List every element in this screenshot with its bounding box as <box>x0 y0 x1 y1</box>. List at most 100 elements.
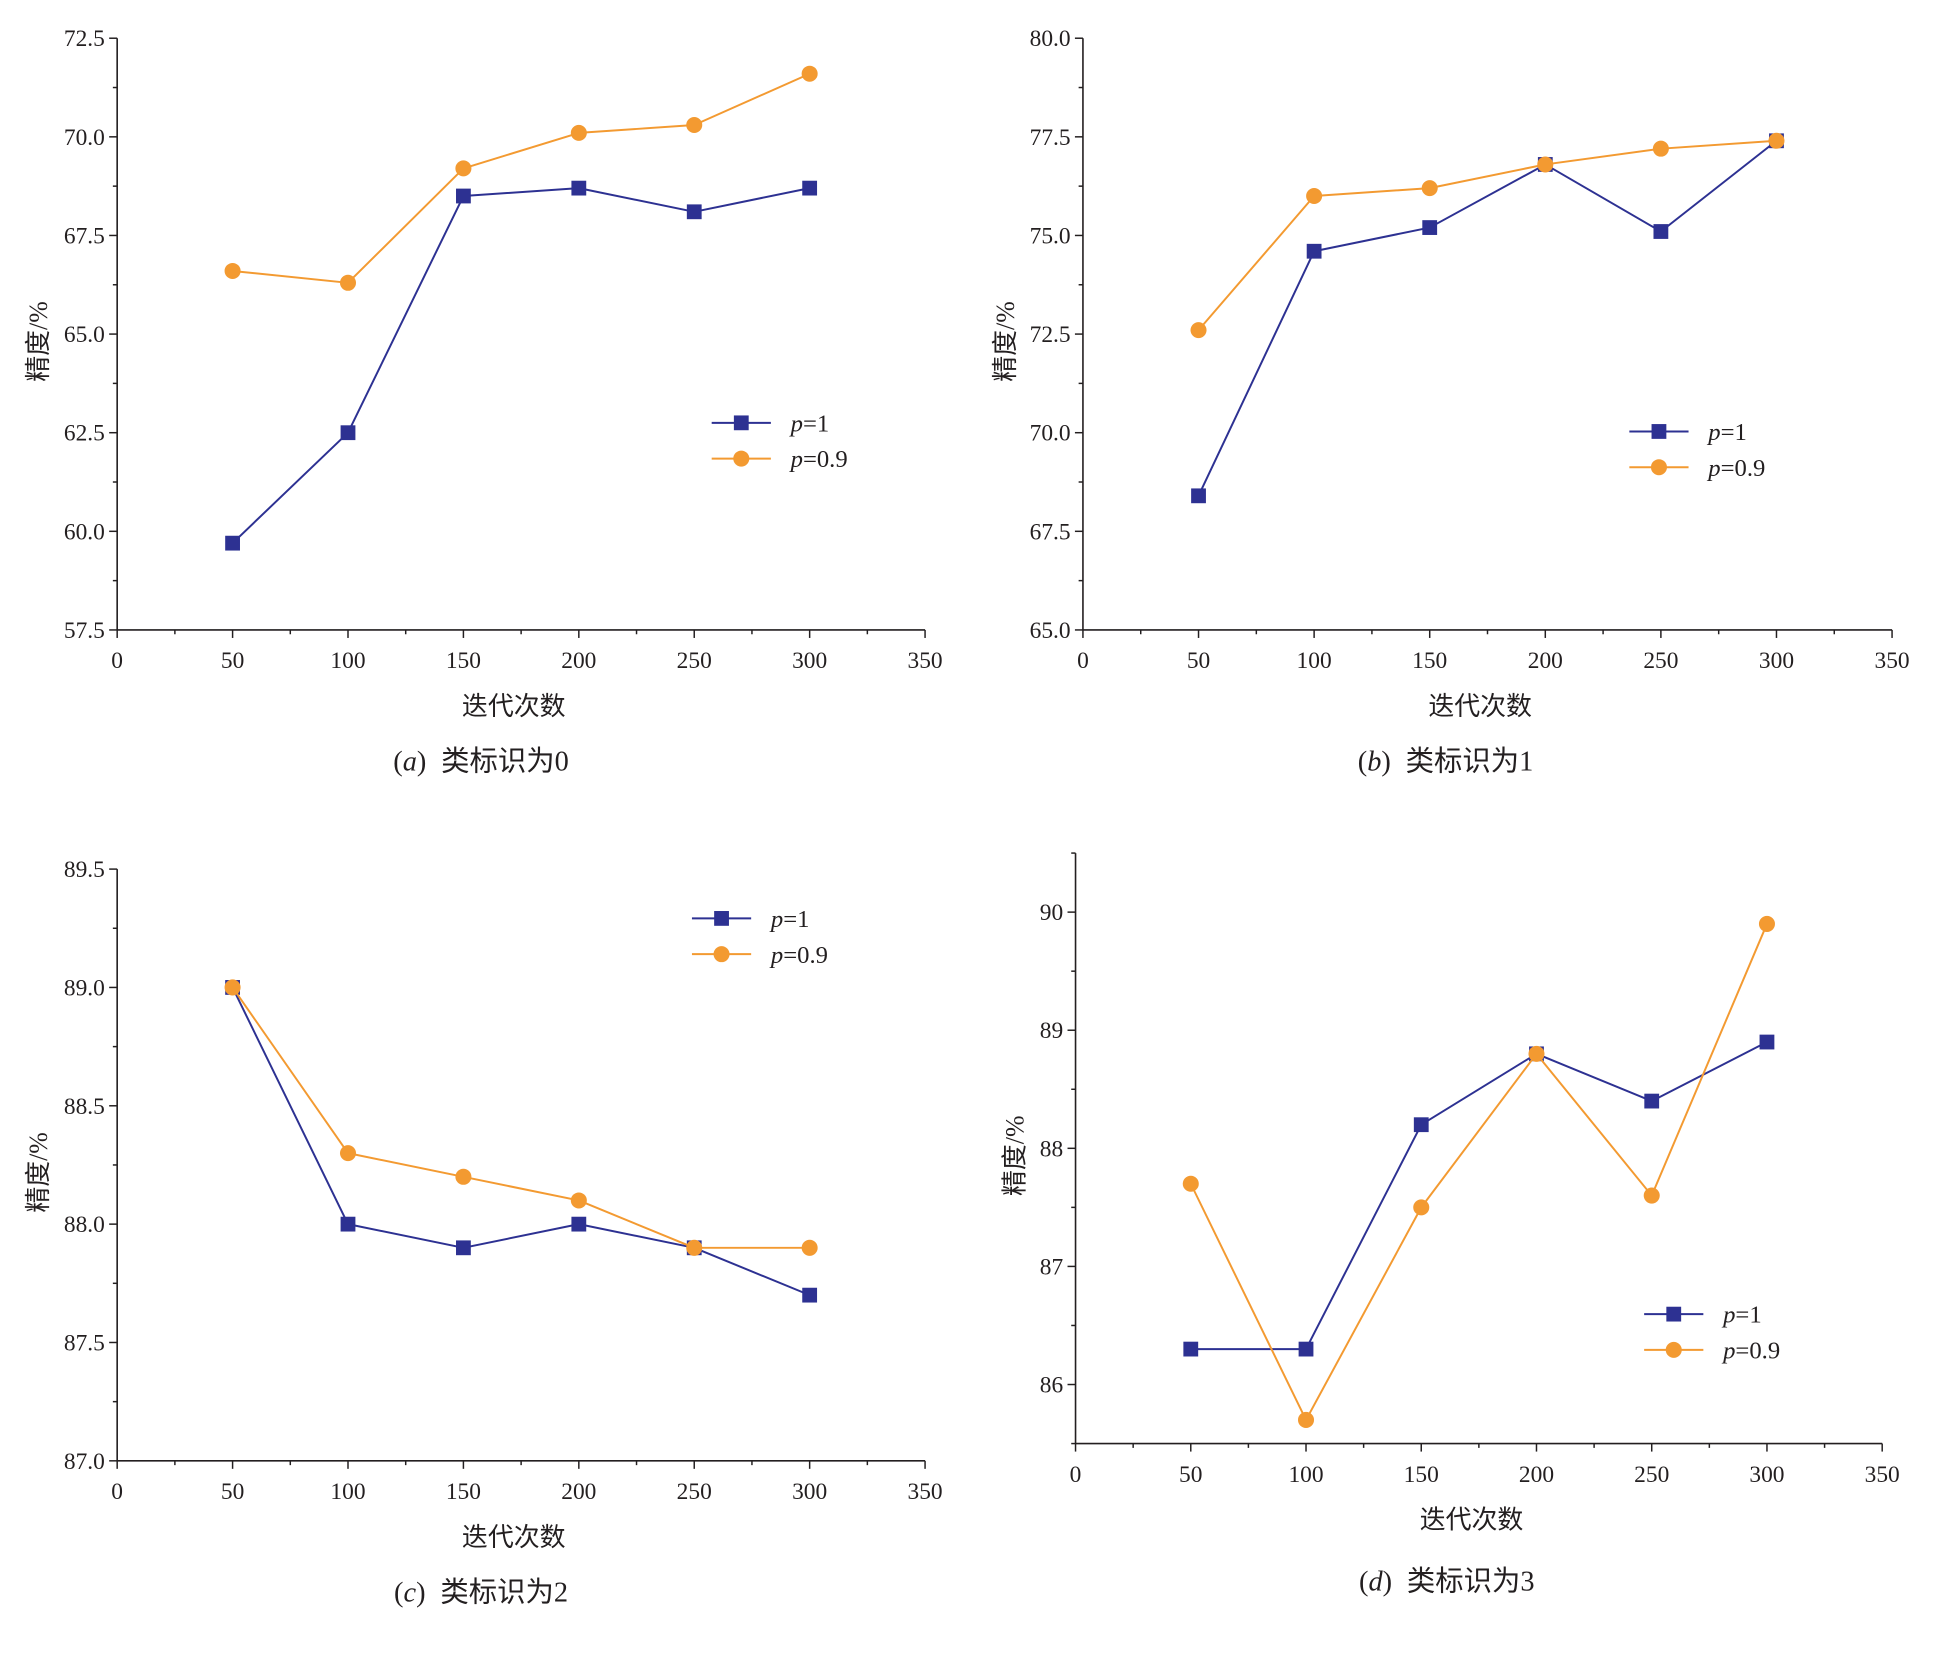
legend-value: =0.9 <box>1721 455 1766 482</box>
data-point-marker <box>1298 1341 1314 1357</box>
y-axis-label: 精度/% <box>1001 1115 1030 1195</box>
chart-panel-a: 57.5 60.0 62.5 65.0 67.5 70.0 72.5 0 50 100 150 200… <box>24 26 943 777</box>
panel-caption: (c) 类标识为2 <box>394 1576 568 1608</box>
legend-marker-swatch <box>1651 424 1667 439</box>
data-point-marker <box>1191 488 1206 504</box>
legend-variable: p <box>1706 455 1720 482</box>
y-tick-label: 60.0 <box>64 519 105 545</box>
legend-marker-swatch <box>1666 1306 1682 1322</box>
legend-variable: p <box>1706 419 1720 446</box>
y-tick-label: 65.0 <box>1030 618 1071 644</box>
y-tick-label: 65.0 <box>64 322 105 348</box>
x-tick-label: 350 <box>908 1479 943 1505</box>
panel-label: (a) <box>393 746 426 777</box>
data-point-marker <box>570 1192 587 1209</box>
x-tick-label: 200 <box>561 648 596 674</box>
x-tick-label: 300 <box>792 1479 827 1505</box>
x-tick-label: 0 <box>111 648 123 674</box>
legend-variable: p <box>1721 1302 1735 1329</box>
data-point-marker <box>1653 224 1669 239</box>
panel-title: 类标识为1 <box>1406 745 1534 777</box>
data-point-marker <box>1413 1117 1429 1133</box>
data-point-marker <box>339 1145 357 1162</box>
y-axis-label: 精度/% <box>24 301 53 381</box>
legend-entry-label: p=0.9 <box>769 942 828 969</box>
x-tick-label: 250 <box>677 648 712 674</box>
series-line-p-0-9 <box>232 72 811 284</box>
series-line-p-0-9 <box>1189 923 1768 1421</box>
data-point-marker <box>1643 1187 1660 1204</box>
y-tick-label: 87 <box>1040 1254 1064 1280</box>
legend: p=1 p=0.9 <box>691 906 828 969</box>
data-point-marker <box>1528 1045 1545 1062</box>
legend-value: =1 <box>783 906 809 933</box>
data-point-marker <box>1183 1341 1199 1357</box>
data-point-marker <box>570 124 587 141</box>
panel-caption: (d) 类标识为3 <box>1359 1565 1535 1597</box>
x-tick-label: 50 <box>1179 1462 1202 1488</box>
data-point-marker <box>456 1240 471 1256</box>
data-point-marker <box>571 180 587 196</box>
x-tick-label: 200 <box>1528 648 1563 674</box>
x-tick-label: 200 <box>561 1479 596 1505</box>
y-tick-label: 88.0 <box>64 1212 105 1238</box>
y-tick-label: 89.5 <box>64 857 105 883</box>
legend-value: =1 <box>1721 419 1747 446</box>
data-point-marker <box>686 204 702 220</box>
series-line-p-1 <box>231 987 811 1297</box>
panel-title: 类标识为0 <box>441 745 569 777</box>
panel-caption: (b) 类标识为1 <box>1358 745 1534 777</box>
legend-entry-label: p=1 <box>1706 419 1747 446</box>
data-point-marker <box>1422 220 1438 235</box>
data-point-marker <box>571 1216 587 1232</box>
series-line-p-0-9 <box>1197 139 1777 331</box>
x-tick-label: 250 <box>677 1479 712 1505</box>
x-tick-label: 50 <box>1187 648 1210 674</box>
y-tick-label: 89.0 <box>64 975 105 1001</box>
data-point-marker <box>1537 156 1554 173</box>
y-tick-label: 70.0 <box>64 125 105 151</box>
legend-marker-swatch <box>1665 1341 1682 1358</box>
x-tick-label: 150 <box>1412 648 1447 674</box>
legend-entry-label: p=1 <box>769 906 810 933</box>
data-point-marker <box>686 1239 703 1256</box>
data-point-marker <box>1306 187 1323 205</box>
chart-panel-b: 65.0 67.5 70.0 72.5 75.0 77.5 80.0 0 50 100 150 200… <box>991 26 1910 777</box>
legend-variable: p <box>789 446 803 473</box>
data-point-marker <box>1297 1411 1315 1428</box>
panel-label: (c) <box>394 1577 426 1608</box>
data-point-marker <box>801 1239 818 1256</box>
data-point-marker <box>1644 1093 1660 1109</box>
y-axis-label: 精度/% <box>24 1132 53 1212</box>
y-tick-label: 89 <box>1040 1018 1063 1044</box>
legend-entry-label: p=0.9 <box>1706 455 1765 482</box>
series-line-p-1 <box>1190 1041 1768 1351</box>
y-tick-label: 72.5 <box>1030 322 1071 348</box>
data-point-marker <box>801 65 818 82</box>
x-tick-label: 100 <box>1288 1462 1323 1488</box>
chart-panel-c: 87.0 87.5 88.0 88.5 89.0 89.5 0 50 100 150 200 250 3… <box>24 857 943 1608</box>
x-tick-label: 100 <box>330 1479 365 1505</box>
legend-entry-label: p=1 <box>1721 1302 1762 1329</box>
series-line-p-1 <box>231 187 810 544</box>
y-tick-label: 87.0 <box>64 1449 105 1475</box>
x-tick-label: 350 <box>1875 648 1910 674</box>
x-tick-label: 50 <box>221 1479 244 1505</box>
x-tick-label: 150 <box>446 648 481 674</box>
x-tick-label: 100 <box>330 648 365 674</box>
y-tick-label: 57.5 <box>64 618 105 644</box>
y-tick-label: 72.5 <box>64 26 105 52</box>
x-axis-label: 迭代次数 <box>1428 692 1532 721</box>
legend: p=1p=0.9 <box>711 410 848 473</box>
y-tick-label: 88 <box>1040 1136 1063 1162</box>
data-point-marker <box>1759 1034 1775 1050</box>
data-point-marker <box>1190 322 1207 339</box>
x-tick-label: 0 <box>1077 648 1089 674</box>
legend-entry-label: p=0.9 <box>1721 1338 1780 1365</box>
y-tick-label: 88.5 <box>64 1094 105 1120</box>
legend-marker-swatch <box>733 415 749 431</box>
x-tick-label: 0 <box>111 1479 123 1505</box>
y-tick-label: 90 <box>1040 900 1063 926</box>
